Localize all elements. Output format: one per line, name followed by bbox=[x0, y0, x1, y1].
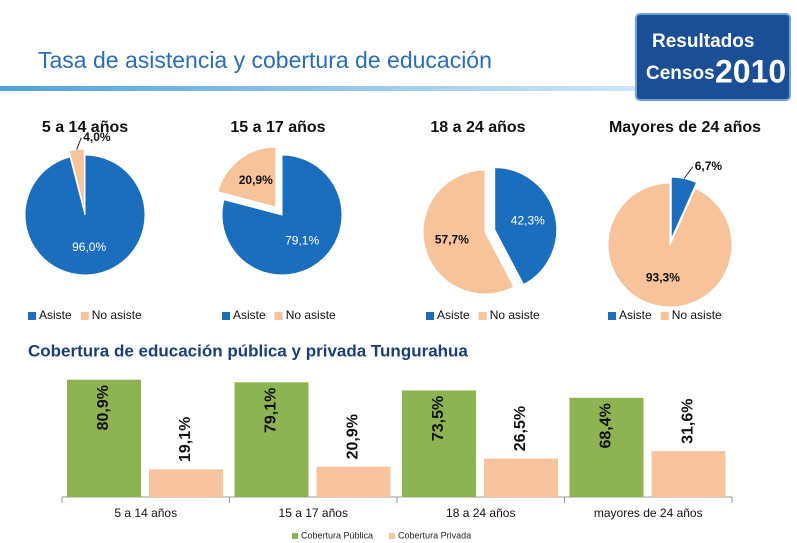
bar-value-label: 31,6% bbox=[680, 398, 697, 443]
legend-label: Asiste bbox=[233, 308, 266, 322]
bar-value-label: 68,4% bbox=[598, 403, 615, 448]
x-tick-label: 5 a 14 años bbox=[114, 506, 177, 520]
slice-label: 4,0% bbox=[83, 130, 111, 144]
x-tick-label: 18 a 24 años bbox=[446, 506, 515, 520]
pie-title: 18 a 24 años bbox=[430, 119, 525, 136]
x-tick-label: mayores de 24 años bbox=[594, 506, 703, 520]
slice-label: 96,0% bbox=[72, 240, 106, 254]
legend-label: No asiste bbox=[672, 308, 722, 322]
badge-line: Resultados bbox=[652, 31, 754, 52]
bar-value-label: 79,1% bbox=[263, 388, 280, 433]
bar bbox=[67, 379, 141, 497]
legend-swatch bbox=[389, 533, 396, 539]
census-badge bbox=[635, 13, 791, 101]
bar-value-label: 80,9% bbox=[95, 385, 112, 430]
legend-label: No asiste bbox=[92, 308, 142, 322]
slice-label: 57,7% bbox=[435, 232, 469, 246]
legend-swatch bbox=[426, 312, 434, 320]
bar-value-label: 19,1% bbox=[177, 417, 194, 462]
slice-label: 20,9% bbox=[239, 173, 273, 187]
bar bbox=[234, 382, 309, 497]
bar bbox=[402, 390, 476, 497]
x-tick-label: 15 a 17 años bbox=[279, 506, 348, 520]
title-underline bbox=[0, 86, 640, 91]
legend-label: Asiste bbox=[437, 308, 470, 322]
legend-swatch bbox=[80, 312, 89, 320]
bar bbox=[651, 451, 726, 497]
legend-swatch bbox=[608, 312, 616, 320]
slice-label: 6,7% bbox=[695, 159, 723, 173]
pie-title: Mayores de 24 años bbox=[609, 119, 761, 136]
legend-label: No asiste bbox=[286, 308, 336, 322]
pie-title: 15 a 17 años bbox=[230, 119, 325, 136]
legend-swatch bbox=[478, 312, 487, 320]
badge-line: Censos bbox=[646, 63, 715, 84]
bar bbox=[149, 469, 223, 497]
page-title: Tasa de asistencia y cobertura de educac… bbox=[38, 47, 492, 73]
legend-swatch bbox=[274, 312, 283, 320]
slice-label: 93,3% bbox=[646, 271, 680, 285]
leader-line bbox=[683, 166, 694, 179]
pie-slice bbox=[607, 182, 733, 308]
legend-label: Asiste bbox=[39, 308, 72, 322]
legend-swatch bbox=[28, 312, 36, 320]
bar-chart-title: Cobertura de educación pública y privada… bbox=[28, 341, 468, 360]
pie-slice bbox=[24, 154, 146, 276]
pie-slice bbox=[494, 167, 558, 286]
slice-label: 42,3% bbox=[511, 214, 545, 228]
legend-label: Asiste bbox=[619, 308, 652, 322]
badge-year: 2010 bbox=[715, 53, 786, 89]
pie-slice bbox=[422, 169, 515, 295]
leader-line bbox=[76, 137, 82, 150]
legend-swatch bbox=[222, 312, 230, 320]
legend-label: Cobertura Privada bbox=[398, 530, 471, 540]
legend-swatch bbox=[292, 533, 298, 539]
bar bbox=[484, 458, 558, 497]
pie-slice bbox=[221, 154, 343, 276]
bar bbox=[569, 397, 644, 497]
bar bbox=[316, 466, 391, 497]
bar-value-label: 26,5% bbox=[512, 406, 529, 451]
bar-value-label: 20,9% bbox=[345, 414, 362, 459]
slice-label: 79,1% bbox=[285, 233, 319, 247]
pie-slice bbox=[217, 146, 277, 208]
legend-label: Cobertura Pública bbox=[301, 530, 373, 540]
pie-title: 5 a 14 años bbox=[42, 119, 128, 136]
bar-value-label: 73,5% bbox=[430, 396, 447, 441]
legend-label: No asiste bbox=[490, 308, 540, 322]
legend-swatch bbox=[660, 312, 669, 320]
